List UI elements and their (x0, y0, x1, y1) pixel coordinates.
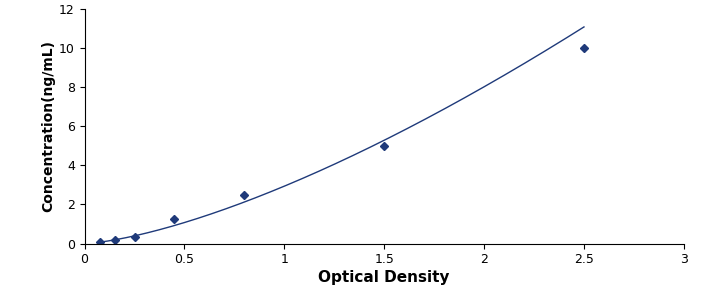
X-axis label: Optical Density: Optical Density (319, 271, 450, 285)
Y-axis label: Concentration(ng/mL): Concentration(ng/mL) (41, 40, 55, 212)
